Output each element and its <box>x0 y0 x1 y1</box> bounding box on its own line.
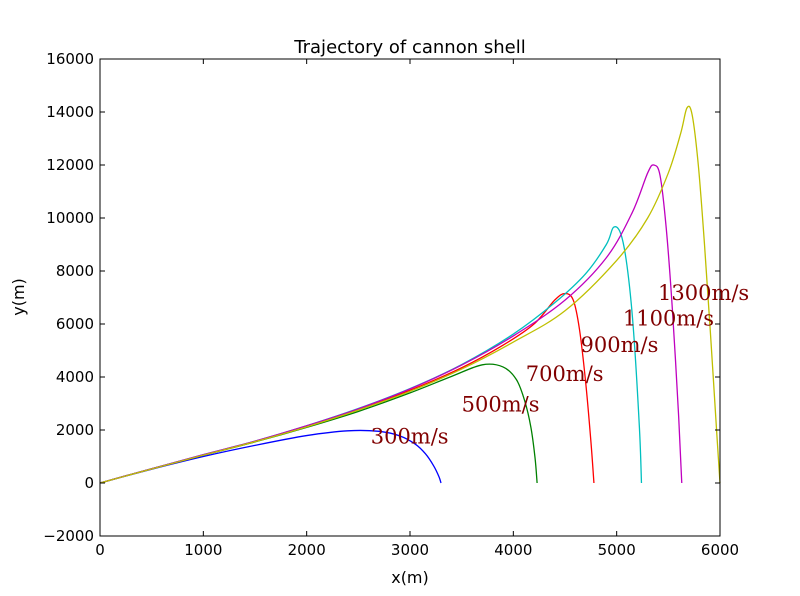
x-axis-label: x(m) <box>391 568 429 587</box>
y-tick-label: 0 <box>84 474 94 492</box>
x-tick-label: 5000 <box>598 541 636 559</box>
speed-label: 500m/s <box>462 392 540 416</box>
y-tick-label: 14000 <box>46 103 94 121</box>
x-tick-label: 2000 <box>288 541 326 559</box>
speed-label: 700m/s <box>526 362 604 386</box>
x-tick-label: 4000 <box>494 541 532 559</box>
x-tick-label: 3000 <box>391 541 429 559</box>
speed-label: 300m/s <box>371 424 449 448</box>
x-tick-label: 6000 <box>701 541 739 559</box>
y-tick-label: 12000 <box>46 156 94 174</box>
x-tick-label: 1000 <box>184 541 222 559</box>
y-tick-label: 2000 <box>56 421 94 439</box>
speed-label: 900m/s <box>581 333 659 357</box>
y-tick-label: 4000 <box>56 368 94 386</box>
y-tick-label: 6000 <box>56 315 94 333</box>
y-tick-label: 10000 <box>46 209 94 227</box>
y-axis-label: y(m) <box>9 278 28 316</box>
y-tick-label: 16000 <box>46 50 94 68</box>
trajectory-line-6 <box>99 105 721 484</box>
y-tick-label: −2000 <box>43 527 94 545</box>
chart-title: Trajectory of cannon shell <box>293 37 525 58</box>
trajectory-line-1 <box>99 429 442 484</box>
plot-frame <box>99 58 721 537</box>
speed-label: 1300m/s <box>658 281 749 305</box>
axis-ticks: 0 1000 2000 3000 4000 5000 6000−20000200040006… <box>43 50 739 559</box>
trajectory-curves <box>99 105 721 484</box>
speed-label: 1100m/s <box>623 306 714 330</box>
y-tick-label: 8000 <box>56 262 94 280</box>
x-tick-label: 0 <box>95 541 105 559</box>
